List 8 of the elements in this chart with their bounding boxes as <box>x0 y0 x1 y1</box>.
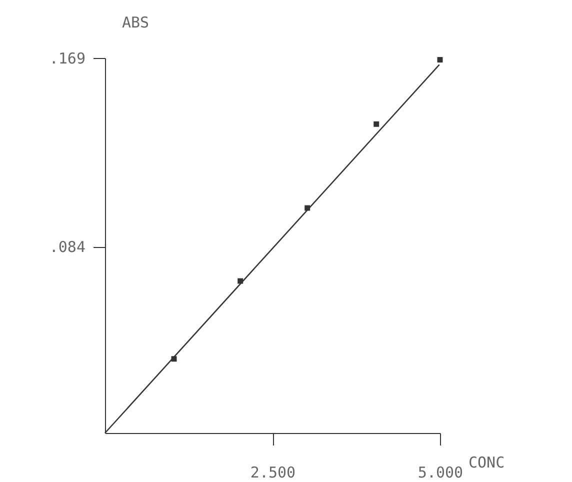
x-tick-label: 2.500 <box>250 464 296 482</box>
x-axis-title: CONC <box>468 454 505 472</box>
point <box>374 121 380 127</box>
y-tick-label: .084 <box>49 238 86 256</box>
y-tick-label: .169 <box>49 50 86 68</box>
x-tick-label: 5.000 <box>418 464 464 482</box>
y-axis-title: ABS <box>122 14 150 32</box>
point <box>437 57 443 63</box>
